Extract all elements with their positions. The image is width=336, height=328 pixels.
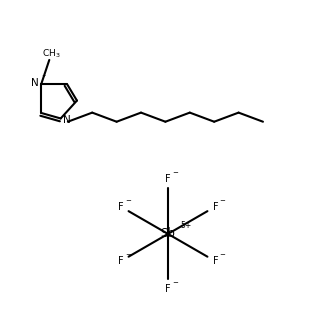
Text: F: F — [212, 202, 218, 212]
Text: −: − — [219, 198, 225, 204]
Text: 5+: 5+ — [180, 221, 192, 230]
Text: F: F — [118, 202, 124, 212]
Text: −: − — [125, 198, 131, 204]
Text: F: F — [165, 284, 171, 294]
Text: −: − — [172, 171, 178, 176]
Text: $^+$: $^+$ — [40, 73, 47, 82]
Text: −: − — [172, 280, 178, 286]
Text: F: F — [165, 174, 171, 184]
Text: −: − — [125, 252, 131, 258]
Text: F: F — [118, 256, 124, 266]
Text: N: N — [32, 78, 39, 88]
Text: Sb: Sb — [161, 227, 175, 240]
Text: CH$_3$: CH$_3$ — [42, 48, 60, 60]
Text: F: F — [212, 256, 218, 266]
Text: N: N — [62, 115, 71, 125]
Text: −: − — [219, 252, 225, 258]
